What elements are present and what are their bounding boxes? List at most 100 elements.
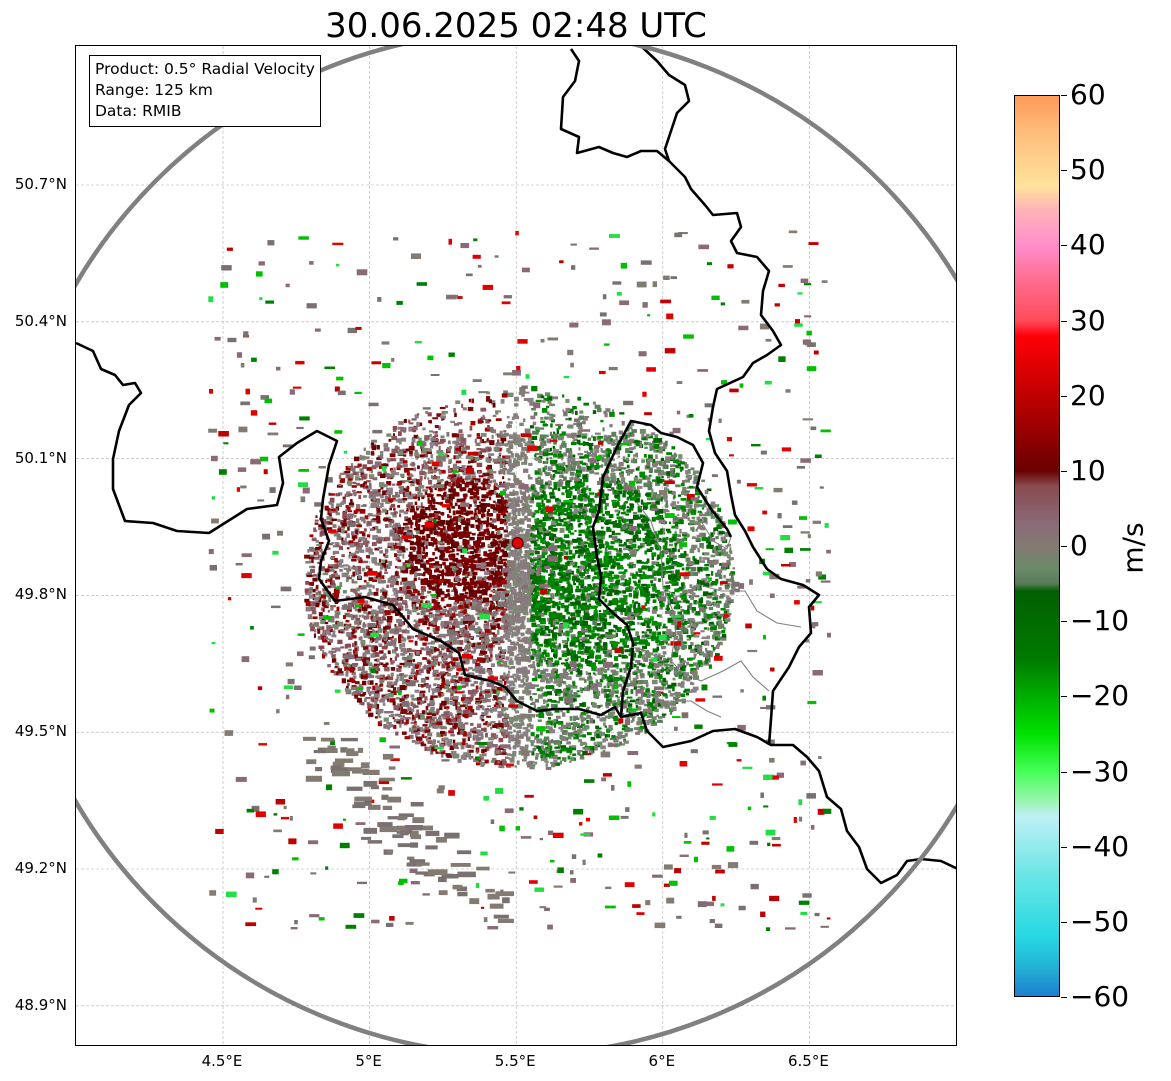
echo-cell	[330, 583, 336, 588]
echo-cell	[547, 401, 552, 404]
echo-cell	[486, 517, 489, 523]
echo-cell	[492, 508, 497, 512]
echo-cell	[593, 597, 599, 601]
echo-cell	[517, 511, 521, 516]
echo-cell	[659, 614, 662, 618]
echo-cell	[691, 633, 696, 637]
echo-cell	[688, 637, 691, 640]
echo-cell	[373, 591, 379, 596]
echo-cell	[419, 475, 423, 481]
echo-cell	[556, 537, 561, 542]
echo-cell	[513, 413, 518, 418]
echo-cell	[383, 653, 387, 658]
echo-cell	[716, 524, 722, 530]
echo-cell	[336, 611, 339, 615]
echo-cell	[396, 674, 399, 679]
echo-cell	[438, 692, 444, 697]
echo-cell	[559, 551, 565, 555]
echo-cell	[416, 421, 420, 427]
echo-cell	[615, 670, 619, 675]
echo-cell	[430, 706, 435, 711]
echo-cell	[615, 632, 618, 637]
echo-cell	[387, 615, 393, 621]
echo-cell	[427, 740, 433, 745]
echo-cell	[492, 619, 499, 623]
echo-cell	[486, 485, 491, 490]
echo-cell	[541, 408, 548, 413]
echo-cell	[406, 585, 410, 590]
echo-cell	[362, 560, 369, 564]
echo-cell	[546, 530, 549, 533]
echo-cell	[691, 536, 696, 539]
echo-cell	[537, 393, 543, 399]
echo-cell	[529, 722, 532, 726]
echo-cell	[524, 428, 531, 434]
echo-cell	[516, 616, 520, 620]
echo-cell	[568, 417, 572, 421]
echo-cell	[713, 631, 716, 636]
echo-cell	[709, 544, 714, 549]
echo-cell	[629, 561, 634, 565]
echo-cell	[599, 678, 604, 683]
radar-map-canvas	[76, 46, 956, 1045]
echo-cell	[670, 693, 676, 696]
echo-cell	[594, 445, 600, 450]
echo-cell	[680, 606, 683, 609]
echo-cell	[347, 510, 353, 513]
echo-cell	[603, 493, 609, 496]
echo-cell	[636, 661, 641, 666]
echo-cell	[608, 600, 613, 606]
echo-cell	[408, 426, 415, 432]
echo-cell	[661, 476, 664, 479]
echo-cell	[573, 562, 577, 567]
echo-cell	[447, 468, 452, 473]
echo-cell	[588, 750, 593, 755]
echo-cell	[534, 684, 540, 687]
echo-cell	[465, 445, 470, 450]
echo-cell	[616, 696, 620, 699]
echo-cell	[584, 679, 587, 683]
echo-cell	[395, 627, 402, 631]
radar-map[interactable]	[75, 45, 957, 1046]
echo-cell	[628, 653, 631, 656]
echo-cell	[662, 538, 666, 543]
echo-cell	[540, 395, 545, 399]
echo-cell	[520, 599, 523, 602]
echo-cell	[685, 566, 690, 571]
echo-cell	[445, 720, 448, 725]
echo-cell	[649, 444, 652, 448]
echo-cell	[640, 499, 644, 504]
echo-cell	[545, 700, 548, 703]
echo-cell	[619, 741, 623, 746]
echo-cell	[351, 485, 357, 488]
echo-cell	[674, 530, 677, 536]
echo-cell	[671, 582, 676, 586]
echo-cell	[461, 557, 467, 560]
echo-cell	[554, 578, 559, 581]
echo-cell	[715, 613, 719, 617]
echo-cell	[646, 548, 653, 552]
echo-cell	[508, 506, 512, 509]
echo-cell	[341, 541, 346, 544]
echo-cell	[375, 515, 381, 520]
echo-cell	[643, 561, 649, 565]
echo-cell	[724, 532, 730, 537]
echo-cell	[315, 602, 320, 608]
echo-cell	[626, 605, 629, 608]
echo-cell	[521, 594, 526, 598]
echo-cell	[435, 443, 438, 447]
echo-cell	[653, 583, 656, 587]
echo-cell	[643, 618, 646, 623]
echo-cell	[350, 686, 356, 691]
echo-cell	[517, 722, 523, 726]
echo-cell	[437, 654, 442, 658]
echo-cell	[581, 631, 586, 635]
echo-cell	[345, 596, 351, 600]
echo-cell	[529, 497, 533, 501]
echo-cell	[408, 481, 414, 484]
echo-cell	[601, 626, 607, 629]
echo-cell	[656, 636, 659, 640]
echo-cell	[609, 424, 613, 428]
echo-cell	[525, 551, 531, 556]
echo-cell	[541, 753, 547, 759]
